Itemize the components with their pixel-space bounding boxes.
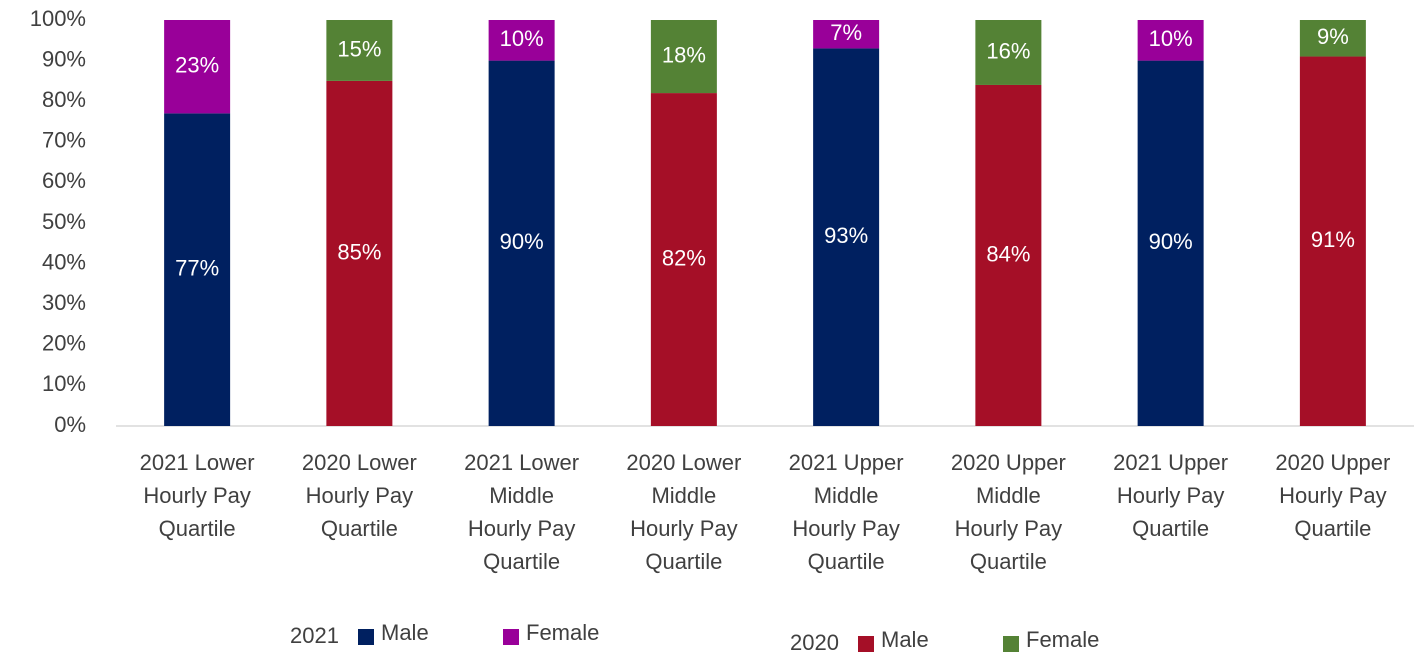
bar-segment — [326, 80, 393, 427]
bar-segment — [975, 20, 1042, 85]
y-tick-label: 70% — [42, 128, 86, 153]
x-tick-label: 2021 Upper Middle Hourly Pay Quartile — [789, 450, 904, 574]
bar-segment — [1299, 20, 1366, 57]
bar-segment — [1299, 56, 1366, 426]
bar-segment — [326, 20, 393, 81]
x-tick-label: 2020 Lower Middle Hourly Pay Quartile — [626, 450, 741, 574]
bar-segment — [488, 20, 555, 61]
y-tick-label: 20% — [42, 331, 86, 356]
y-tick-label: 10% — [42, 371, 86, 396]
y-tick-label: 90% — [42, 46, 86, 71]
data-label: 90% — [500, 229, 544, 254]
data-label: 91% — [1311, 227, 1355, 252]
legend-swatch — [1003, 636, 1019, 652]
bar-segment — [164, 113, 231, 426]
legend-group: 2021 — [290, 623, 339, 648]
legend-label: Female — [1026, 627, 1099, 652]
x-tick-label: 2020 Upper Middle Hourly Pay Quartile — [951, 450, 1066, 574]
y-tick-label: 80% — [42, 87, 86, 112]
data-label: 10% — [1149, 26, 1193, 51]
data-label: 90% — [1149, 229, 1193, 254]
bar-segment — [650, 93, 717, 426]
data-label: 9% — [1317, 24, 1349, 49]
y-tick-label: 50% — [42, 209, 86, 234]
legend-label: Female — [526, 620, 599, 645]
x-tick-label: 2021 Upper Hourly Pay Quartile — [1113, 450, 1228, 541]
y-tick-label: 30% — [42, 290, 86, 315]
y-tick-label: 40% — [42, 249, 86, 274]
data-label: 84% — [986, 241, 1030, 266]
legend-group: 2020 — [790, 630, 839, 655]
y-tick-label: 60% — [42, 168, 86, 193]
y-tick-label: 100% — [30, 6, 86, 31]
bar-segment — [1137, 20, 1204, 61]
x-tick-label: 2020 Upper Hourly Pay Quartile — [1275, 450, 1390, 541]
data-label: 23% — [175, 53, 219, 78]
legend-swatch — [858, 636, 874, 652]
data-label: 15% — [337, 36, 381, 61]
legend-label: Male — [881, 627, 929, 652]
x-tick-label: 2021 Lower Hourly Pay Quartile — [140, 450, 255, 541]
bar-segment — [164, 20, 231, 114]
bar-segment — [488, 60, 555, 426]
data-label: 85% — [337, 239, 381, 264]
y-tick-label: 0% — [54, 412, 86, 437]
data-label: 93% — [824, 223, 868, 248]
bar-segment — [813, 48, 880, 427]
legend-swatch — [358, 629, 374, 645]
x-tick-label: 2021 Lower Middle Hourly Pay Quartile — [464, 450, 579, 574]
legend-label: Male — [381, 620, 429, 645]
data-label: 10% — [500, 26, 544, 51]
legend-swatch — [503, 629, 519, 645]
data-label: 16% — [986, 38, 1030, 63]
bar-segment — [975, 84, 1042, 427]
bar-segment — [813, 20, 880, 49]
bar-segment — [650, 20, 717, 94]
data-label: 77% — [175, 256, 219, 281]
data-label: 7% — [830, 20, 862, 45]
data-label: 82% — [662, 245, 706, 270]
data-label: 18% — [662, 42, 706, 67]
x-tick-label: 2020 Lower Hourly Pay Quartile — [302, 450, 417, 541]
bar-segment — [1137, 60, 1204, 426]
